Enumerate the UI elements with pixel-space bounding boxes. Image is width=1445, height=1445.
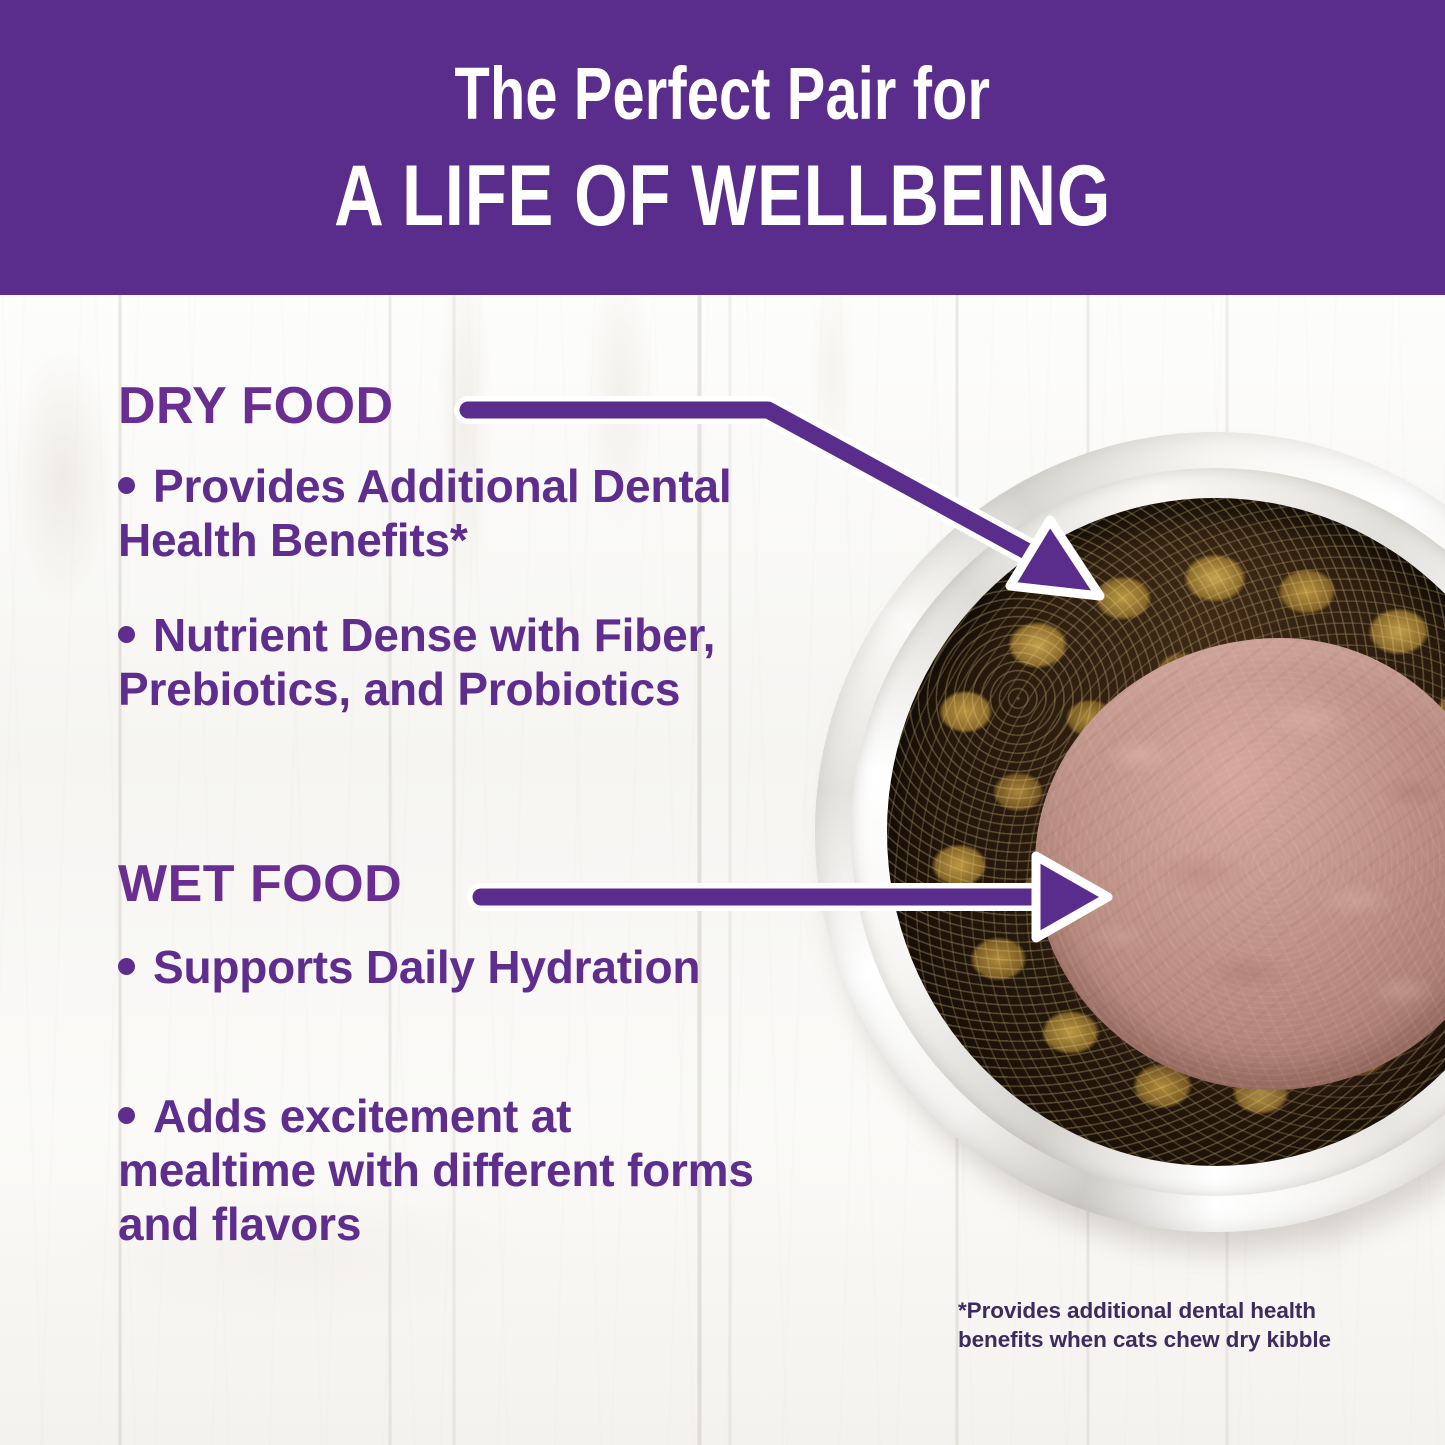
bullet-dry-2: Nutrient Dense with Fiber, Prebiotics, a… <box>118 609 778 717</box>
bullet-dot-icon <box>118 626 135 644</box>
banner-title-line1: The Perfect Pair for <box>454 51 991 135</box>
bullet-dot-icon <box>118 958 135 976</box>
benefits-column: DRY FOOD Provides Additional Dental Heal… <box>0 295 800 1445</box>
cat-food-bowl-photo <box>815 432 1445 1252</box>
bullet-dry-1: Provides Additional Dental Health Benefi… <box>118 460 778 568</box>
bullet-dry-1-text: Provides Additional Dental Health Benefi… <box>118 460 732 566</box>
bowl-outer-rim <box>815 432 1445 1232</box>
banner-title-line2: A LIFE OF WELLBEING <box>333 147 1112 244</box>
bullet-dot-icon <box>118 477 135 495</box>
bullet-wet-1-text: Supports Daily Hydration <box>153 941 701 993</box>
bullet-wet-1: Supports Daily Hydration <box>118 941 778 995</box>
header-banner: The Perfect Pair for A LIFE OF WELLBEING <box>0 0 1445 295</box>
bullet-dot-icon <box>118 1107 135 1125</box>
section-heading-wet-food: WET FOOD <box>118 855 403 913</box>
bullet-wet-2: Adds excitement at mealtime with differe… <box>118 1090 778 1251</box>
bullet-dry-2-text: Nutrient Dense with Fiber, Prebiotics, a… <box>118 609 716 715</box>
bullet-wet-2-text: Adds excitement at mealtime with differe… <box>118 1090 754 1250</box>
footnote-text: *Provides additional dental health benef… <box>958 1298 1331 1353</box>
section-heading-dry-food: DRY FOOD <box>118 377 394 435</box>
